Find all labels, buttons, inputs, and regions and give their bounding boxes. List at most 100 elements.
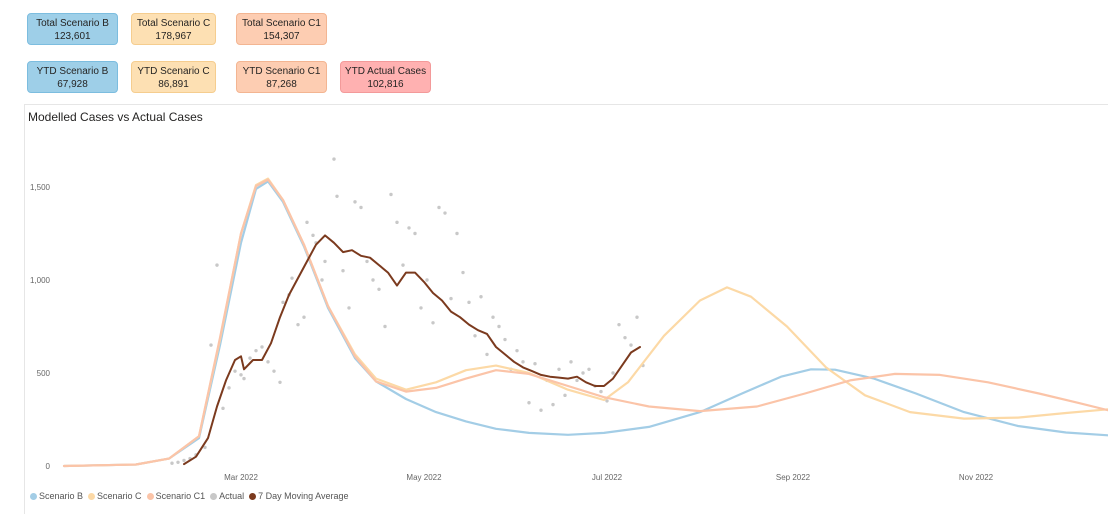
- kpi-label: YTD Actual Cases: [344, 66, 427, 77]
- legend-label: Scenario B: [39, 491, 84, 501]
- actual-point: [296, 322, 300, 327]
- x-tick-label: May 2022: [406, 473, 442, 482]
- legend-label: 7 Day Moving Average: [258, 491, 349, 501]
- actual-point: [332, 157, 336, 161]
- actual-point: [353, 200, 357, 204]
- actual-point: [503, 337, 507, 342]
- y-tick-label: 0: [46, 462, 51, 471]
- chart-panel: [24, 104, 1108, 514]
- kpi-label: YTD Scenario C1: [242, 66, 321, 77]
- actual-point: [587, 367, 591, 371]
- actual-point: [617, 322, 621, 327]
- kpi-label: YTD Scenario B: [36, 66, 109, 77]
- legend-label: Actual: [219, 491, 245, 501]
- actual-point: [383, 324, 387, 329]
- legend-item-actual[interactable]: Actual: [210, 491, 244, 501]
- actual-point: [272, 369, 276, 373]
- actual-point: [401, 263, 405, 267]
- kpi-card-ytd-actual-cases: YTD Actual Cases 102,816: [340, 61, 431, 93]
- legend-item-scenario-c1[interactable]: Scenario C1: [146, 491, 206, 501]
- series-line-scenario-c1: [62, 178, 1108, 468]
- actual-point: [599, 389, 603, 394]
- series-line-scenario-c: [62, 177, 1108, 468]
- y-tick-label: 1,500: [30, 183, 51, 192]
- x-tick-label: Jul 2022: [592, 473, 623, 482]
- actual-point: [425, 278, 429, 282]
- y-tick-label: 1,000: [30, 276, 51, 285]
- kpi-card-total-scenario-b: Total Scenario B 123,601: [27, 13, 118, 45]
- actual-point: [305, 220, 309, 225]
- actual-point: [485, 352, 489, 357]
- actual-point: [248, 356, 252, 360]
- legend-label: Scenario C: [97, 491, 142, 501]
- actual-point: [605, 399, 609, 403]
- actual-point: [389, 192, 393, 197]
- legend-marker: [249, 492, 257, 500]
- legend-label: Scenario C1: [155, 491, 206, 501]
- actual-point: [527, 401, 531, 405]
- actual-point: [266, 360, 270, 364]
- kpi-card-ytd-scenario-b: YTD Scenario B 67,928: [27, 61, 118, 93]
- actual-point: [575, 378, 579, 383]
- actual-point: [473, 334, 477, 338]
- actual-point: [227, 386, 231, 390]
- actual-point: [221, 406, 225, 411]
- actual-point: [281, 300, 285, 305]
- kpi-value: 67,928: [57, 79, 88, 90]
- kpi-value: 86,891: [158, 79, 189, 90]
- actual-point: [455, 231, 459, 236]
- kpi-value: 102,816: [367, 79, 404, 90]
- actual-point: [461, 270, 465, 275]
- kpi-card-total-scenario-c: Total Scenario C 178,967: [131, 13, 216, 45]
- actual-point: [182, 458, 186, 463]
- x-tick-label: Mar 2022: [224, 473, 258, 482]
- actual-point: [413, 231, 417, 236]
- actual-point: [431, 321, 435, 325]
- chart-legend: Scenario B Scenario C Scenario C1 Actual 7 D…: [30, 491, 354, 501]
- actual-point: [365, 259, 369, 264]
- kpi-value: 87,268: [266, 79, 297, 90]
- actual-point: [347, 306, 351, 310]
- actual-point: [635, 315, 639, 319]
- actual-point: [335, 194, 339, 198]
- actual-point: [611, 371, 615, 375]
- actual-point: [533, 362, 537, 366]
- legend-item-7-day-moving-average[interactable]: 7 Day Moving Average: [249, 491, 349, 501]
- kpi-card-ytd-scenario-c1: YTD Scenario C1 87,268: [236, 61, 327, 93]
- actual-point: [260, 345, 264, 349]
- x-tick-label: Nov 2022: [959, 473, 994, 482]
- legend-marker: [146, 492, 154, 500]
- actual-point: [563, 393, 567, 398]
- chart-title: Modelled Cases vs Actual Cases: [28, 110, 203, 124]
- actual-point: [170, 461, 174, 465]
- actual-point: [623, 335, 627, 340]
- actual-point: [395, 220, 399, 225]
- actual-point: [341, 269, 345, 273]
- legend-marker: [88, 492, 96, 500]
- actual-point: [497, 324, 501, 329]
- kpi-value: 178,967: [155, 31, 192, 42]
- actual-point: [278, 380, 282, 384]
- series-line-scenario-b: [62, 180, 1108, 468]
- legend-item-scenario-c[interactable]: Scenario C: [88, 491, 142, 501]
- legend-marker: [30, 492, 37, 500]
- actual-point: [203, 445, 207, 450]
- actual-point: [320, 278, 324, 282]
- actual-point: [449, 296, 453, 301]
- actual-point: [479, 295, 483, 299]
- legend-item-scenario-b[interactable]: Scenario B: [30, 491, 83, 501]
- actual-point: [311, 233, 315, 238]
- actual-point: [233, 369, 237, 373]
- actual-point: [557, 367, 561, 371]
- kpi-label: YTD Scenario C: [137, 66, 210, 77]
- actual-point: [521, 360, 525, 364]
- actual-point: [254, 348, 258, 353]
- actual-point: [515, 348, 519, 353]
- kpi-label: Total Scenario C: [136, 18, 211, 29]
- actual-point: [359, 205, 363, 210]
- x-tick-label: Sep 2022: [776, 473, 811, 482]
- actual-point: [242, 376, 246, 381]
- actual-point: [215, 263, 219, 267]
- actual-point: [569, 360, 573, 364]
